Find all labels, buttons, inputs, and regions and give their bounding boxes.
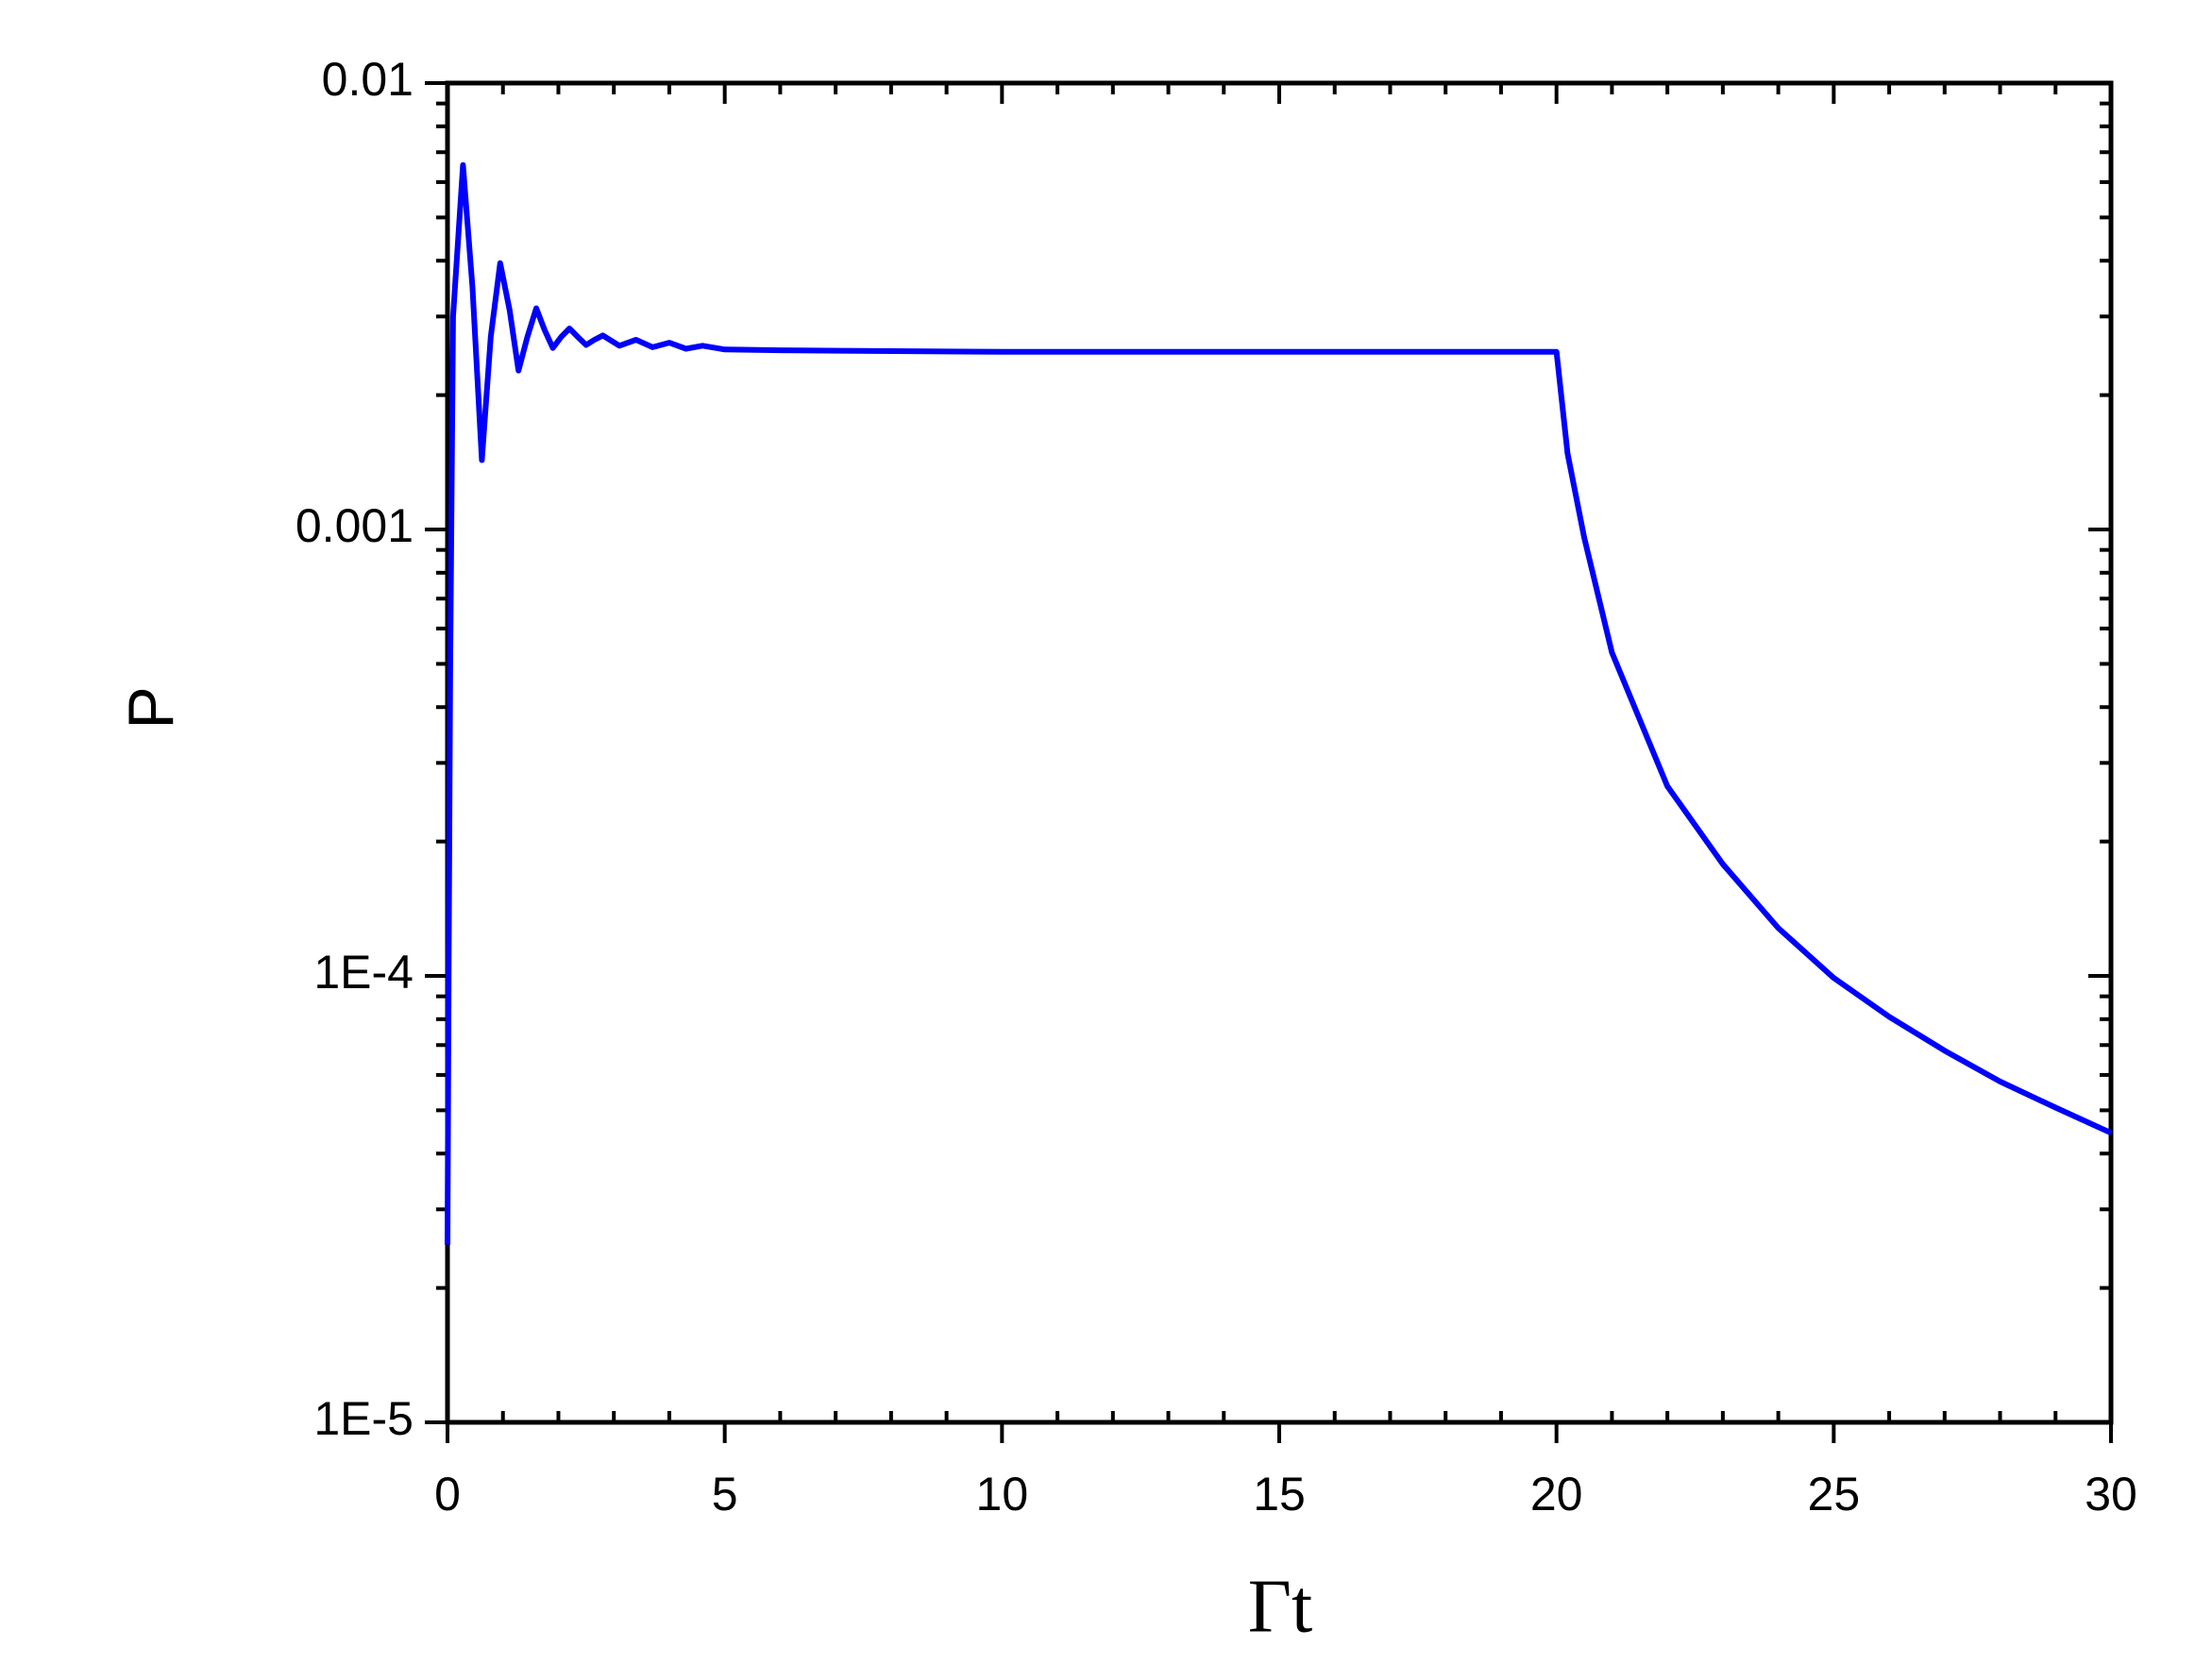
x-tick-label: 20 (1530, 1468, 1583, 1520)
y-tick-label: 0.001 (295, 499, 414, 552)
x-tick-label: 10 (976, 1468, 1029, 1520)
y-tick-label: 1E-4 (313, 946, 414, 999)
y-tick-label: 1E-5 (313, 1392, 414, 1445)
x-tick-label: 5 (712, 1468, 738, 1520)
y-tick-label: 0.01 (322, 53, 414, 106)
x-tick-label: 25 (1808, 1468, 1861, 1520)
plot-frame (445, 80, 2114, 1425)
x-tick-label: 15 (1253, 1468, 1306, 1520)
x-tick-label: 30 (2085, 1468, 2137, 1520)
x-tick-label: 0 (434, 1468, 461, 1520)
data-line (445, 161, 2113, 1245)
x-axis-label: Γt (1248, 1565, 1312, 1648)
y-axis-label: P (115, 686, 187, 729)
